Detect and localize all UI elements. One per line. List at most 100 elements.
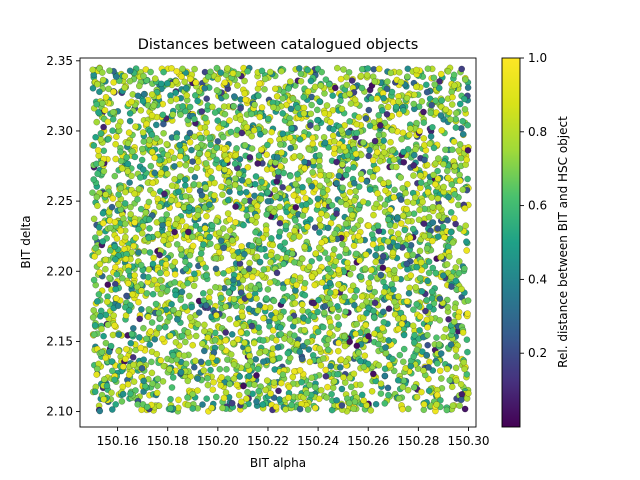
scatter-point bbox=[309, 140, 317, 147]
scatter-point bbox=[90, 215, 98, 223]
scatter-point bbox=[336, 253, 343, 261]
scatter-point bbox=[233, 320, 240, 328]
scatter-point bbox=[234, 336, 242, 343]
scatter-point bbox=[464, 84, 472, 91]
scatter-point bbox=[390, 156, 398, 163]
scatter-point bbox=[236, 184, 243, 192]
scatter-point bbox=[404, 65, 412, 73]
scatter-point bbox=[186, 75, 194, 83]
scatter-point bbox=[379, 308, 387, 316]
scatter-point bbox=[225, 267, 232, 275]
scatter-point bbox=[250, 127, 258, 134]
scatter-point bbox=[235, 255, 242, 262]
scatter-point bbox=[356, 257, 363, 264]
scatter-point bbox=[278, 67, 285, 75]
scatter-point bbox=[420, 220, 428, 227]
scatter-point bbox=[268, 128, 275, 136]
scatter-point bbox=[122, 233, 129, 241]
scatter-point bbox=[276, 243, 284, 250]
scatter-point bbox=[144, 273, 152, 281]
scatter-point bbox=[357, 217, 364, 224]
scatter-point bbox=[122, 220, 129, 228]
scatter-point bbox=[436, 367, 444, 375]
scatter-point bbox=[301, 164, 308, 172]
scatter-point bbox=[91, 322, 99, 329]
scatter-point bbox=[207, 68, 214, 76]
scatter-point bbox=[442, 325, 450, 333]
scatter-point bbox=[256, 349, 263, 357]
scatter-point bbox=[139, 166, 147, 173]
scatter-point bbox=[338, 402, 346, 409]
scatter-point bbox=[384, 384, 392, 392]
scatter-point bbox=[375, 112, 383, 119]
scatter-point bbox=[352, 330, 359, 338]
scatter-point bbox=[375, 361, 383, 369]
scatter-point bbox=[325, 171, 333, 179]
scatter-point bbox=[436, 78, 443, 85]
scatter-point bbox=[168, 300, 175, 308]
scatter-point bbox=[184, 328, 192, 336]
scatter-point bbox=[180, 352, 188, 360]
scatter-point bbox=[189, 405, 196, 412]
scatter-point bbox=[307, 110, 315, 118]
scatter-point bbox=[394, 242, 402, 250]
scatter-point bbox=[326, 329, 334, 337]
scatter-point bbox=[324, 346, 332, 354]
scatter-point bbox=[266, 279, 274, 286]
scatter-point bbox=[250, 339, 258, 347]
scatter-point bbox=[170, 306, 177, 314]
scatter-point bbox=[433, 334, 440, 342]
scatter-point bbox=[211, 109, 219, 116]
scatter-point bbox=[353, 342, 361, 350]
scatter-point bbox=[220, 103, 228, 110]
scatter-point bbox=[167, 235, 175, 243]
scatter-point bbox=[154, 375, 162, 383]
scatter-point bbox=[444, 174, 452, 182]
scatter-point bbox=[107, 342, 115, 350]
scatter-point bbox=[112, 295, 120, 302]
scatter-point bbox=[95, 291, 103, 298]
colorbar-tick-label: 0.6 bbox=[528, 199, 547, 213]
scatter-point bbox=[277, 379, 285, 387]
scatter-point bbox=[181, 303, 189, 311]
scatter-point bbox=[138, 364, 146, 372]
scatter-point bbox=[231, 175, 239, 182]
scatter-point bbox=[430, 144, 438, 152]
scatter-point bbox=[404, 145, 412, 153]
scatter-point bbox=[242, 96, 249, 104]
scatter-point bbox=[245, 177, 252, 185]
scatter-point bbox=[438, 127, 446, 134]
scatter-point bbox=[447, 116, 454, 123]
scatter-point bbox=[324, 255, 332, 262]
scatter-point bbox=[194, 97, 201, 105]
scatter-point bbox=[177, 368, 185, 376]
scatter-point bbox=[208, 222, 216, 229]
scatter-point bbox=[289, 294, 296, 302]
scatter-point bbox=[133, 283, 141, 291]
scatter-point bbox=[147, 68, 154, 76]
scatter-point bbox=[418, 98, 426, 105]
scatter-point bbox=[226, 188, 233, 195]
scatter-point bbox=[428, 288, 436, 295]
scatter-point bbox=[140, 356, 147, 364]
scatter-point bbox=[420, 367, 427, 374]
scatter-point bbox=[424, 341, 432, 349]
scatter-point bbox=[410, 100, 418, 108]
scatter-point bbox=[289, 277, 297, 284]
scatter-point bbox=[191, 173, 199, 181]
scatter-point bbox=[434, 225, 441, 232]
scatter-point bbox=[96, 229, 103, 237]
scatter-point bbox=[145, 216, 153, 223]
scatter-point bbox=[464, 121, 472, 129]
scatter-point bbox=[184, 279, 191, 287]
scatter-point bbox=[315, 395, 323, 403]
x-tick-label: 150.30 bbox=[447, 434, 489, 448]
scatter-point bbox=[139, 97, 147, 105]
scatter-point bbox=[375, 131, 383, 139]
scatter-point bbox=[128, 330, 136, 338]
scatter-point bbox=[132, 234, 139, 242]
scatter-point bbox=[244, 68, 251, 75]
scatter-point bbox=[102, 311, 110, 319]
scatter-point bbox=[157, 357, 165, 364]
scatter-point bbox=[351, 293, 359, 301]
